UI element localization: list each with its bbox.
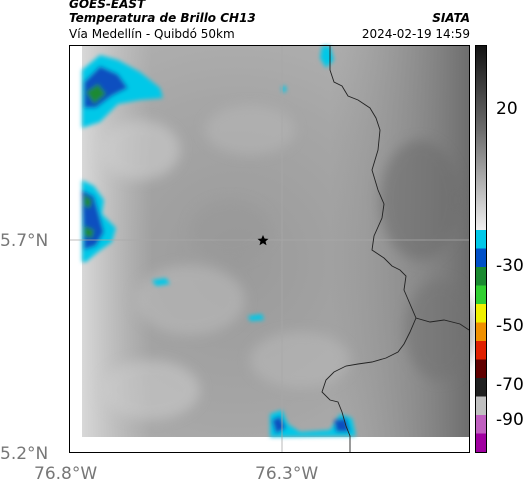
colorbar-segment	[476, 285, 486, 305]
colorbar-tick-minus30: -30	[496, 256, 524, 276]
colorbar-segment	[476, 359, 486, 379]
timestamp-label: 2024-02-19 14:59	[361, 27, 470, 41]
colorbar-tick-minus50: -50	[496, 316, 524, 336]
longitude-label-1: 76.8°W	[34, 464, 98, 484]
colorbar-segment	[476, 378, 486, 397]
colorbar-segment	[476, 267, 486, 286]
product-title: Temperatura de Brillo CH13	[69, 11, 256, 25]
colorbar	[475, 45, 487, 453]
colorbar-segment	[476, 322, 486, 342]
map-frame	[69, 45, 470, 453]
brightness-temperature-image	[82, 46, 475, 437]
colorbar-tick-20: 20	[496, 99, 518, 119]
latitude-label-2: 5.2°N	[0, 444, 49, 464]
latitude-label-1: 5.7°N	[0, 231, 49, 251]
colorbar-segment	[476, 415, 486, 434]
organization-label: SIATA	[432, 11, 470, 25]
colorbar-segment	[476, 433, 486, 453]
region-label: Vía Medellín - Quibdó 50km	[69, 27, 235, 41]
colorbar-segment	[476, 248, 486, 268]
satellite-name: GOES-EAST	[69, 0, 146, 11]
colorbar-segment	[476, 341, 486, 360]
colorbar-segment	[476, 304, 486, 323]
border-line	[321, 46, 470, 452]
longitude-label-2: 76.3°W	[255, 464, 319, 484]
colorbar-segment	[476, 396, 486, 416]
colorbar-tick-minus90: -90	[496, 410, 524, 430]
colorbar-tick-minus70: -70	[496, 375, 524, 395]
colorbar-segment	[476, 230, 486, 249]
star-marker	[257, 235, 269, 246]
